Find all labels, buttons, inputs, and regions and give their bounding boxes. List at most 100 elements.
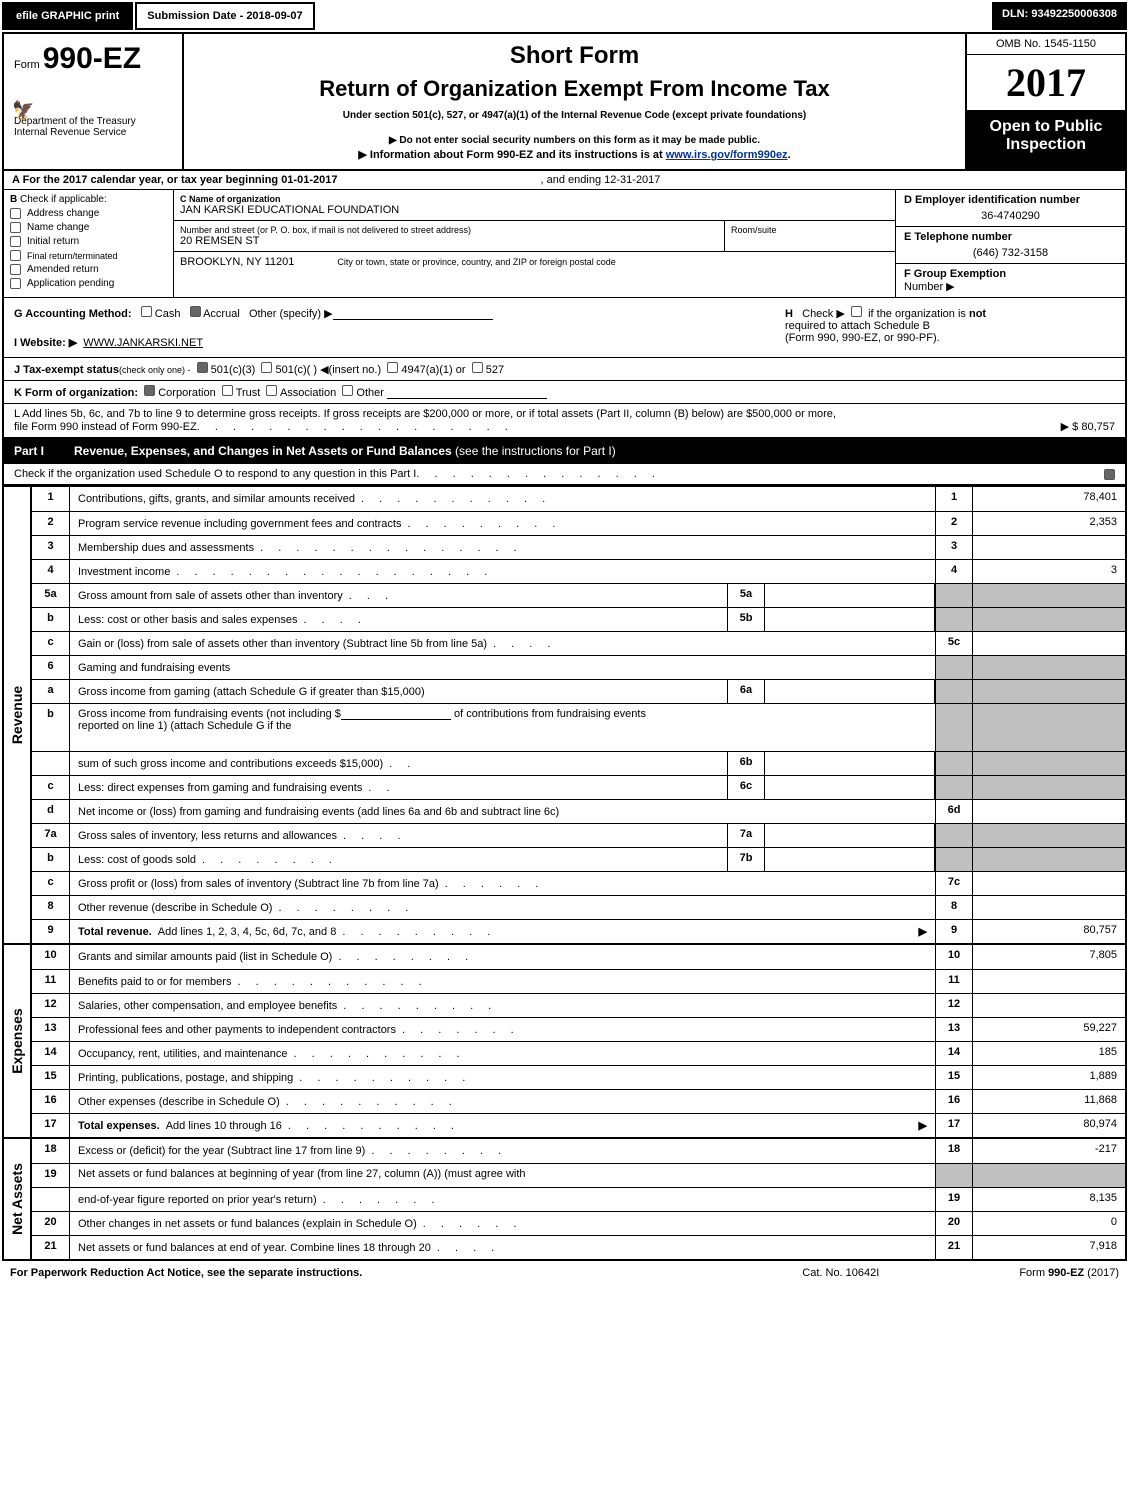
box-def-right: D Employer identification number 36-4740… [895, 190, 1125, 297]
line-5c-desc: Gain or (loss) from sale of assets other… [78, 638, 487, 650]
line-6b-desc3: reported on line 1) (attach Schedule G i… [78, 720, 291, 732]
checkbox-final-return[interactable] [10, 250, 21, 261]
table-row: sum of such gross income and contributio… [32, 751, 1125, 775]
efile-print-button[interactable]: efile GRAPHIC print [2, 2, 133, 30]
line-21-num: 21 [32, 1236, 70, 1259]
line-13-rnum: 13 [935, 1018, 973, 1041]
checkbox-accrual[interactable] [190, 306, 201, 317]
table-row: 17Total expenses. Add lines 10 through 1… [32, 1113, 1125, 1137]
city-label: City or town, state or province, country… [337, 257, 615, 267]
check-if-applicable: Check if applicable: [20, 194, 107, 205]
checkbox-trust[interactable] [222, 385, 233, 396]
line-6-num: 6 [32, 656, 70, 679]
box-c-address: C Name of organization JAN KARSKI EDUCAT… [174, 190, 895, 297]
form-header: Form 990-EZ 🦅 Department of the Treasury… [4, 34, 1125, 171]
line-5c-num: c [32, 632, 70, 655]
footer-cat: Cat. No. 10642I [802, 1267, 879, 1279]
k-label: K Form of organization: [14, 387, 138, 399]
line-17-value: 80,974 [973, 1114, 1125, 1137]
line-7b-desc: Less: cost of goods sold [78, 854, 196, 866]
checkbox-association[interactable] [266, 385, 277, 396]
table-row: bLess: cost of goods sold. . . . . . . .… [32, 847, 1125, 871]
line-12-rnum: 12 [935, 994, 973, 1017]
box-e-label: E Telephone number [904, 231, 1117, 243]
line-14-desc: Occupancy, rent, utilities, and maintena… [78, 1048, 288, 1060]
line-7c-rnum: 7c [935, 872, 973, 895]
checkbox-corporation[interactable] [144, 385, 155, 396]
line-5b-mini: 5b [727, 608, 765, 631]
line-21-desc: Net assets or fund balances at end of ye… [78, 1242, 431, 1254]
checkbox-4947[interactable] [387, 362, 398, 373]
treasury-label-1: Department of the Treasury [14, 116, 172, 127]
dots-icon: . . . . . . . . . . . . . . . . . . [197, 421, 1061, 433]
h-label: H [785, 308, 793, 320]
footer-form-prefix: Form [1019, 1267, 1048, 1279]
line-7b-num: b [32, 848, 70, 871]
checkbox-initial-return[interactable] [10, 236, 21, 247]
line-7a-desc: Gross sales of inventory, less returns a… [78, 830, 337, 842]
org-name: JAN KARSKI EDUCATIONAL FOUNDATION [180, 204, 889, 216]
g-other-input[interactable] [333, 309, 493, 320]
line-16-num: 16 [32, 1090, 70, 1113]
instructions-line: ▶ Information about Form 990-EZ and its … [204, 148, 945, 161]
checkbox-cash[interactable] [141, 306, 152, 317]
line-14-num: 14 [32, 1042, 70, 1065]
checkbox-application-pending[interactable] [10, 278, 21, 289]
line-6d-desc: Net income or (loss) from gaming and fun… [78, 806, 559, 818]
line-7c-num: c [32, 872, 70, 895]
line-11-desc: Benefits paid to or for members [78, 976, 231, 988]
box-b-letter: B [10, 194, 17, 205]
website-link[interactable]: WWW.JANKARSKI.NET [83, 337, 203, 349]
h-check-label: Check ▶ [802, 308, 845, 320]
line-16-value: 11,868 [973, 1090, 1125, 1113]
part-1-check-line: Check if the organization used Schedule … [4, 464, 1125, 485]
table-row: cGross profit or (loss) from sales of in… [32, 871, 1125, 895]
j-label: J Tax-exempt status [14, 364, 119, 376]
line-l: L Add lines 5b, 6c, and 7b to line 9 to … [4, 404, 1125, 438]
line-2-num: 2 [32, 512, 70, 535]
line-7a-mini: 7a [727, 824, 765, 847]
tax-year: 2017 [967, 55, 1125, 110]
l-amount: ▶ $ 80,757 [1061, 420, 1115, 433]
table-row: 2Program service revenue including gover… [32, 511, 1125, 535]
l-text-1: L Add lines 5b, 6c, and 7b to line 9 to … [14, 408, 1115, 420]
ssn-warning: ▶ Do not enter social security numbers o… [204, 135, 945, 146]
form-id-block: Form 990-EZ 🦅 Department of the Treasury… [4, 34, 184, 169]
line-21-rnum: 21 [935, 1236, 973, 1259]
line-13-desc: Professional fees and other payments to … [78, 1024, 396, 1036]
checkbox-other-org[interactable] [342, 385, 353, 396]
line-15-desc: Printing, publications, postage, and shi… [78, 1072, 293, 1084]
line-13-num: 13 [32, 1018, 70, 1041]
checkbox-address-change[interactable] [10, 208, 21, 219]
checkbox-schedule-o-part1[interactable] [1104, 469, 1115, 480]
line-1-desc: Contributions, gifts, grants, and simila… [78, 493, 355, 505]
line-16-rnum: 16 [935, 1090, 973, 1113]
instructions-link[interactable]: www.irs.gov/form990ez [666, 149, 788, 161]
form-subtitle: Under section 501(c), 527, or 4947(a)(1)… [204, 110, 945, 121]
j-4947: 4947(a)(1) or [401, 364, 465, 376]
line-14-value: 185 [973, 1042, 1125, 1065]
line-3-desc: Membership dues and assessments [78, 542, 254, 554]
opt-address-change: Address change [27, 208, 99, 219]
line-13-value: 59,227 [973, 1018, 1125, 1041]
treasury-label-2: Internal Revenue Service [14, 127, 172, 138]
checkbox-501c[interactable] [261, 362, 272, 373]
line-6b-input[interactable] [341, 709, 451, 720]
table-row: bLess: cost or other basis and sales exp… [32, 607, 1125, 631]
k-other-input[interactable] [387, 388, 547, 399]
checkbox-name-change[interactable] [10, 222, 21, 233]
line-10-num: 10 [32, 945, 70, 969]
net-assets-section: Net Assets 18Excess or (deficit) for the… [4, 1137, 1125, 1259]
checkbox-527[interactable] [472, 362, 483, 373]
checkbox-schedule-b[interactable] [851, 306, 862, 317]
line-9-desc2: Add lines 1, 2, 3, 4, 5c, 6d, 7c, and 8 [158, 926, 337, 938]
line-4-num: 4 [32, 560, 70, 583]
street-address: 20 REMSEN ST [180, 235, 718, 247]
phone-value: (646) 732-3158 [904, 247, 1117, 259]
k-assoc: Association [280, 387, 336, 399]
table-row: 5aGross amount from sale of assets other… [32, 583, 1125, 607]
line-g-h: G Accounting Method: Cash Accrual Other … [4, 298, 1125, 358]
open-to-public-badge: Open to Public Inspection [967, 110, 1125, 169]
checkbox-501c3[interactable] [197, 362, 208, 373]
checkbox-amended-return[interactable] [10, 264, 21, 275]
